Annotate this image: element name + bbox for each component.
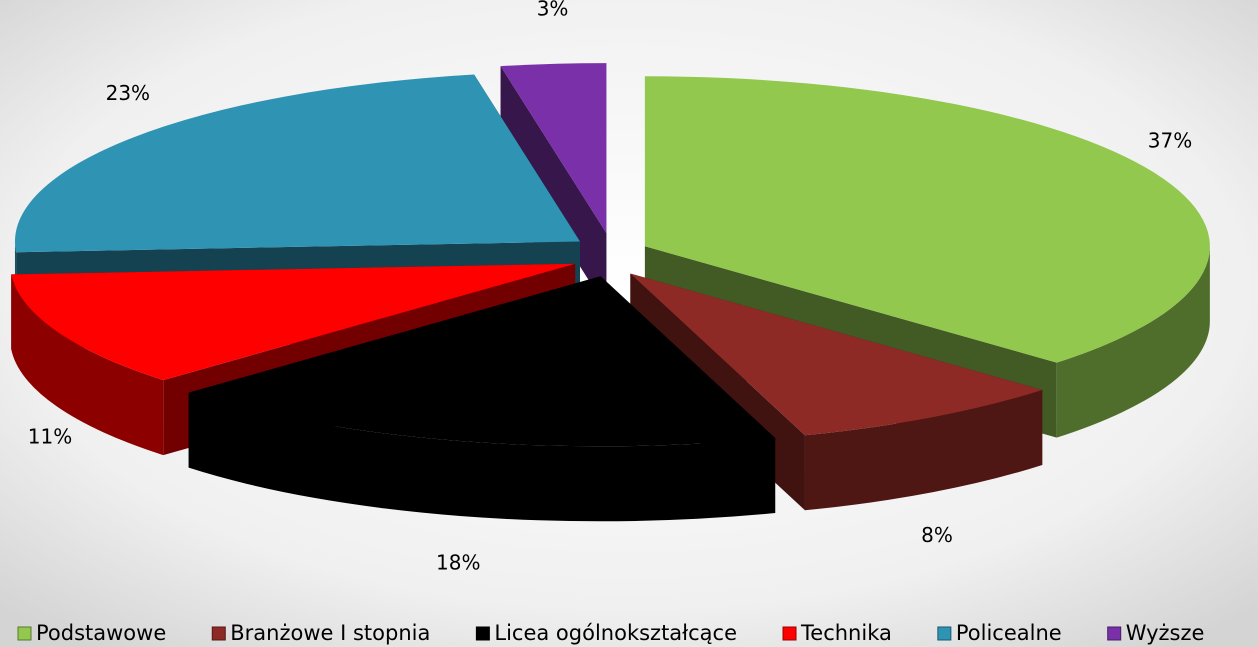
legend-swatch [782,626,797,641]
data-label: 8% [921,523,953,547]
slice-side [804,389,1043,511]
data-label: 18% [436,551,480,575]
slice [630,273,1043,436]
legend-label: Branżowe I stopnia [230,621,430,645]
legend-label: Policealne [956,621,1062,645]
slice-side [11,274,164,456]
slice [14,74,580,253]
slice [188,276,776,447]
slice [644,76,1210,363]
legend-swatch [937,626,952,641]
slice [11,263,576,381]
slice [500,63,607,234]
legend-label: Licea ogólnokształcące [494,621,737,645]
data-label: 11% [28,424,72,448]
slice-side [188,392,776,522]
legend-label: Wyższe [1126,621,1205,645]
slice-side [1056,246,1210,438]
data-label: 37% [1148,129,1192,153]
legend-label: Podstawowe [36,621,166,645]
legend-swatch [1107,626,1122,641]
data-label: 23% [106,81,150,105]
legend-swatch [17,626,32,641]
legend-swatch [211,626,226,641]
legend-swatch [475,626,490,641]
legend-label: Technika [800,621,892,645]
data-label: 3% [537,0,569,20]
